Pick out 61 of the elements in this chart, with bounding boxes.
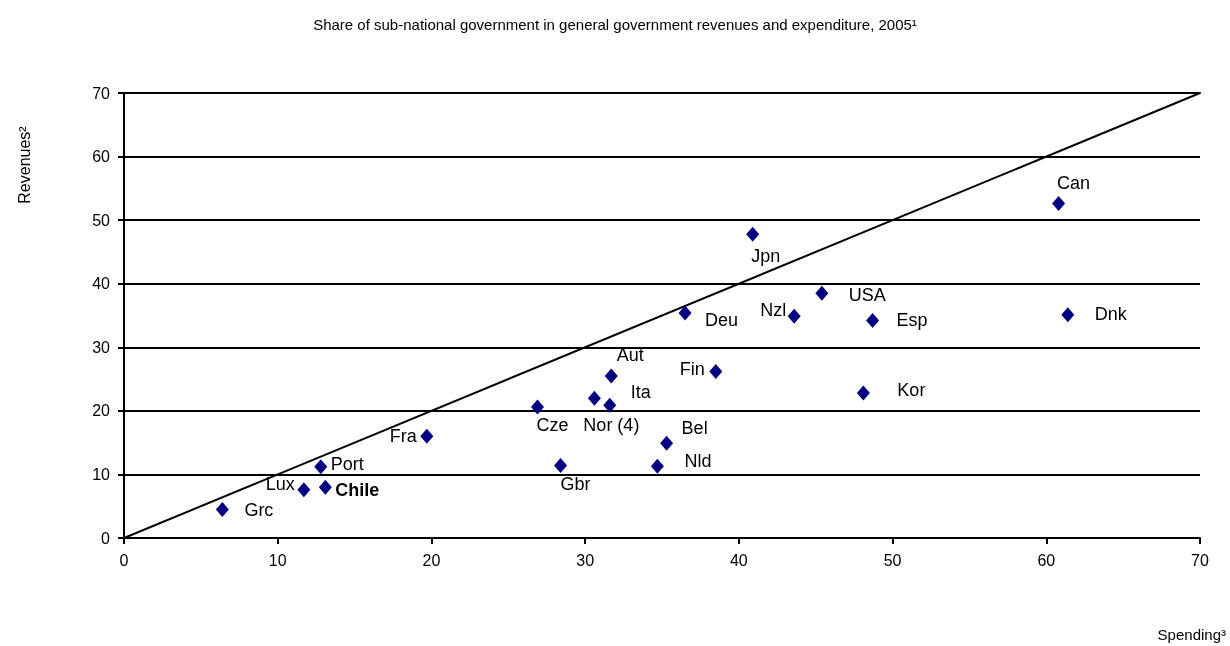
x-tick-label: 10: [268, 551, 287, 569]
y-tick-label: 20: [92, 402, 111, 420]
x-axis-title: Spending³: [1157, 625, 1226, 643]
point: [530, 399, 544, 415]
y-tick-label: 60: [92, 148, 111, 166]
y-tick-label: 70: [92, 84, 111, 102]
annotation: Aut: [616, 344, 644, 365]
chart-title: Share of sub-national government in general government revenues and expenditure, 2005¹: [313, 16, 917, 33]
point: [787, 308, 801, 324]
point: [297, 482, 311, 498]
point: [660, 435, 674, 451]
point: [554, 458, 568, 474]
annotation: Can: [1057, 172, 1091, 193]
point: [746, 226, 760, 242]
x-tick-label: 0: [119, 551, 129, 569]
annotation: Kor: [897, 380, 926, 401]
annotation: Bel: [681, 418, 708, 439]
point: [856, 385, 870, 401]
point: [709, 363, 723, 379]
point: [587, 390, 601, 406]
annotation: Fra: [389, 426, 418, 447]
annotation: Nld: [684, 451, 712, 472]
annotation: Fin: [679, 359, 705, 380]
point: [603, 397, 617, 413]
y-tick-label: 40: [92, 275, 111, 293]
point: [866, 313, 880, 329]
point: [1052, 196, 1066, 212]
annotation: Esp: [896, 309, 928, 330]
point: [318, 479, 332, 495]
annotation: Grc: [244, 500, 274, 521]
point: [815, 285, 829, 301]
x-tick-label: 70: [1191, 551, 1209, 569]
x-tick-label: 50: [883, 551, 902, 569]
point: [604, 368, 618, 384]
annotation: Jpn: [751, 246, 781, 267]
point: [1061, 307, 1075, 323]
y-tick-label: 10: [92, 465, 111, 483]
annotation: USA: [848, 285, 886, 306]
point: [314, 459, 328, 475]
annotation: Lux: [265, 473, 295, 494]
annotation: Gbr: [560, 473, 591, 494]
point: [678, 305, 692, 321]
y-axis-title: Revenues²: [15, 125, 33, 204]
x-tick-label: 40: [729, 551, 748, 569]
annotation: Dnk: [1094, 303, 1128, 324]
y-tick-label: 50: [92, 211, 111, 229]
annotation: Chile: [335, 480, 380, 501]
x-tick-label: 60: [1037, 551, 1056, 569]
point: [650, 458, 664, 474]
annotation: Deu: [705, 309, 739, 330]
annotation: Cze: [536, 415, 569, 436]
point: [420, 428, 434, 444]
x-tick-label: 30: [576, 551, 595, 569]
annotation: Nzl: [760, 300, 787, 321]
x-tick-label: 20: [422, 551, 441, 569]
annotation: Ita: [630, 382, 652, 403]
y-tick-label: 30: [92, 338, 111, 356]
point: [215, 501, 229, 517]
annotation: Port: [330, 453, 364, 474]
y-tick-label: 0: [101, 529, 111, 547]
annotation: Nor (4): [583, 415, 640, 436]
